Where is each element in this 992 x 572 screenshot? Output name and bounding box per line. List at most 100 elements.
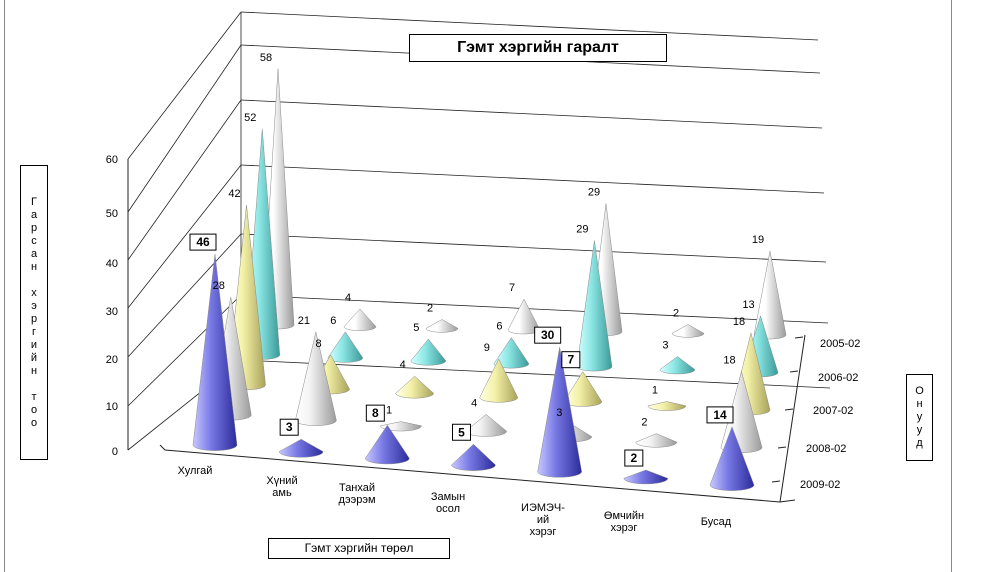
axis-label-letter: о (30, 403, 38, 416)
data-label-box (561, 351, 581, 369)
data-label: 8 (372, 406, 379, 420)
category-label: Танхай дээрэм (338, 482, 375, 506)
cone-mark (623, 469, 669, 485)
cone-mark (343, 308, 377, 331)
category-label-line: Хүний (266, 475, 297, 487)
grid-line-side (127, 164, 242, 309)
data-label: 30 (541, 328, 555, 342)
cone-mark (410, 338, 447, 366)
data-label-box (452, 423, 471, 441)
axis-label-letter: о (30, 416, 38, 429)
category-label-line: осол (436, 503, 460, 515)
cone-mark (425, 319, 459, 333)
axis-label-letter: и (30, 338, 38, 351)
data-label-box (279, 418, 299, 436)
axis-label-letter: д (916, 437, 923, 449)
axis-label-letter: э (31, 299, 37, 312)
category-label-line: ий (537, 514, 549, 526)
data-label: 9 (484, 342, 490, 354)
chart-title: Гэмт хэргийн гаралт (409, 34, 667, 62)
data-label: 7 (509, 282, 515, 294)
grid-line-back (240, 359, 831, 389)
axis-label-letter: а (30, 247, 38, 260)
axis-label-letter: х (31, 286, 37, 299)
series-label: 2006-02 (818, 372, 858, 384)
cone-mark (635, 433, 678, 448)
data-label: 2 (673, 308, 679, 320)
axis-label-letter: й (30, 351, 38, 364)
series-label: 2005-02 (820, 338, 860, 350)
cone-mark (451, 443, 496, 471)
category-label: Хүний амь (266, 475, 297, 499)
category-label-line: ИЭМЭЧ- (521, 502, 565, 514)
axis-label-letter: у (916, 411, 923, 423)
axis-label-letter: т (31, 390, 37, 403)
cone-mark (465, 414, 507, 437)
grid-line-back (240, 99, 823, 129)
depth-tick (777, 446, 787, 449)
depth-tick (789, 370, 799, 373)
data-label: 19 (752, 234, 764, 246)
data-label: 2 (630, 451, 637, 465)
depth-tick (771, 480, 781, 483)
axis-label-letter: р (30, 221, 38, 234)
cone-mark (395, 375, 434, 399)
category-label: Хулгай (178, 465, 213, 477)
data-label-box (365, 404, 385, 422)
data-label: 5 (413, 322, 419, 334)
data-label: 21 (298, 315, 310, 327)
axis-label-letter: г (31, 325, 36, 338)
axis-label-letter: у (916, 424, 923, 436)
data-label-box (534, 326, 562, 344)
category-label-line: Замын (431, 491, 465, 503)
cone-mark (709, 426, 755, 491)
y-tick-label: 40 (106, 258, 118, 270)
grid-line-back (240, 233, 827, 263)
frame-right (951, 0, 952, 572)
grid-line-side (127, 99, 242, 261)
cone-mark (278, 438, 324, 458)
cone-mark (659, 356, 696, 375)
cone-mark (479, 358, 519, 403)
data-label: 42 (228, 188, 240, 200)
data-label: 4 (345, 292, 351, 304)
category-label-line: хэрэг (530, 526, 557, 538)
cone-mark (365, 424, 410, 465)
cone-mark (537, 347, 582, 478)
category-label: Замын осол (431, 491, 465, 515)
series-label: 2007-02 (813, 405, 853, 417)
cone-mark (380, 421, 422, 432)
y-tick-label: 20 (106, 354, 118, 366)
data-label: 2 (641, 417, 647, 429)
x-axis-label: Гэмт хэргийн төрөл (268, 538, 450, 559)
cone-mark (647, 401, 687, 411)
data-label: 14 (713, 408, 727, 422)
data-label-box (189, 233, 217, 251)
axis-label-letter: р (30, 312, 38, 325)
category-label-line: амь (272, 487, 292, 499)
data-label: 2 (427, 303, 433, 315)
data-label: 6 (496, 321, 502, 333)
category-label-line: Танхай (339, 482, 375, 494)
data-label: 4 (400, 359, 406, 371)
y-tick-label: 10 (106, 401, 118, 413)
grid-line-side (127, 294, 242, 407)
category-label-line: дээрэм (338, 494, 375, 506)
y-tick-label: 60 (106, 154, 118, 166)
grid-line-back (240, 11, 819, 41)
data-label: 3 (662, 340, 668, 352)
data-label: 29 (588, 187, 600, 199)
data-label: 3 (556, 407, 562, 419)
cone-mark (192, 254, 238, 451)
y-tick-label: 50 (106, 208, 118, 220)
data-label: 58 (260, 52, 272, 64)
axis-label-letter: а (30, 208, 38, 221)
axis-label-letter: Г (31, 195, 37, 208)
depth-tick (784, 408, 794, 411)
depth-tick (794, 336, 804, 339)
data-label: 18 (733, 316, 745, 328)
y-tick-label: 0 (112, 446, 118, 458)
data-label: 5 (458, 425, 465, 439)
